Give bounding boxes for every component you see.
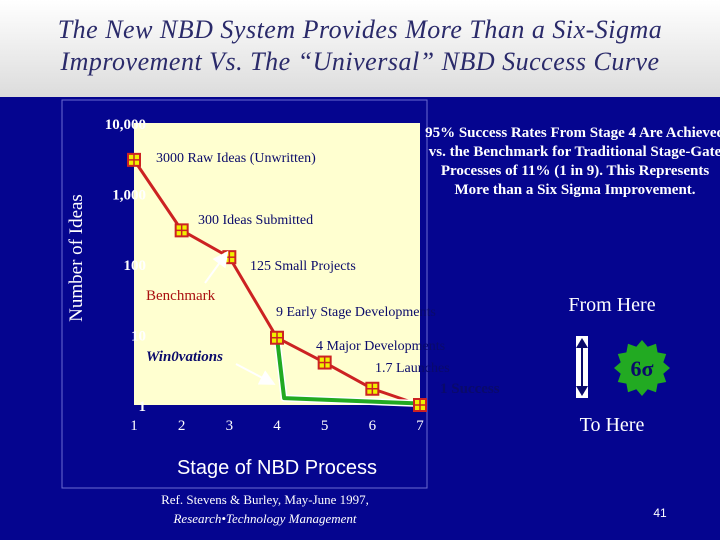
benchmark-arrow <box>204 250 229 284</box>
y-tick-label: 1 <box>139 399 147 415</box>
sigma-label: 6σ <box>631 356 654 381</box>
data-point <box>174 223 189 238</box>
title-banner: The New NBD System Provides More Than a … <box>0 0 720 97</box>
x-tick-label: 2 <box>178 418 186 434</box>
sigma-badge <box>614 340 670 396</box>
x-tick-label: 3 <box>226 418 234 434</box>
annotation-launches: 1.7 Launches <box>375 361 450 376</box>
data-point <box>127 152 141 167</box>
y-tick-label: 1,000 <box>112 188 146 204</box>
x-tick-label: 1 <box>130 418 138 434</box>
x-tick-label: 4 <box>273 418 281 434</box>
annotation-success: 1 Success <box>440 381 500 397</box>
reference-line2: Research•Technology Management <box>173 511 357 526</box>
reference-citation: Ref. Stevens & Burley, May-June 1997, Re… <box>120 490 410 528</box>
annotation-early-stage: 9 Early Stage Developments <box>276 305 436 320</box>
x-tick-label: 7 <box>416 418 424 434</box>
annotation-small-projects: 125 Small Projects <box>250 259 356 274</box>
x-tick-label: 5 <box>321 418 329 434</box>
reference-line1: Ref. Stevens & Burley, May-June 1997, <box>161 492 369 507</box>
page-title-line2: Improvement Vs. The “Universal” NBD Succ… <box>60 47 660 76</box>
range-arrow-down <box>576 386 588 396</box>
data-point <box>365 381 380 396</box>
x-axis-label: Stage of NBD Process <box>177 457 377 479</box>
winovations-arrow <box>235 363 276 385</box>
series-line-winovations <box>275 337 421 406</box>
annotation-ideas-submitted: 300 Ideas Submitted <box>198 213 313 228</box>
x-axis-ticks: 1 2 3 4 5 6 7 <box>130 418 424 434</box>
page-title: The New NBD System Provides More Than a … <box>0 14 720 78</box>
page-number: 41 <box>653 506 667 520</box>
y-axis-ticks: 1 10 100 1,000 10,000 <box>105 117 146 415</box>
page-title-line1: The New NBD System Provides More Than a … <box>57 15 663 44</box>
y-tick-label: 10,000 <box>105 117 146 133</box>
data-point <box>222 250 237 265</box>
data-point <box>317 355 332 370</box>
annotation-raw-ideas: 3000 Raw Ideas (Unwritten) <box>156 151 316 166</box>
data-point <box>270 330 284 345</box>
success-curve-chart: 1 10 100 1,000 10,000 1 2 3 4 5 6 7 Number of Idea… <box>61 99 670 489</box>
to-here-label: To Here <box>579 414 645 436</box>
marker-layer <box>127 152 427 412</box>
data-point <box>413 398 427 412</box>
y-tick-label: 10 <box>131 329 146 345</box>
y-axis-label: Number of Ideas <box>66 194 87 322</box>
from-here-label: From Here <box>568 294 656 316</box>
legend-winovations: Win0vations <box>146 349 223 365</box>
y-tick-label: 100 <box>124 258 147 274</box>
annotation-major-developments: 4 Major Developments <box>316 339 445 354</box>
legend-benchmark: Benchmark <box>146 288 216 304</box>
x-tick-label: 6 <box>369 418 377 434</box>
range-arrow-up <box>576 338 588 348</box>
callout-text: 95% Success Rates From Stage 4 Are Achie… <box>425 125 720 198</box>
